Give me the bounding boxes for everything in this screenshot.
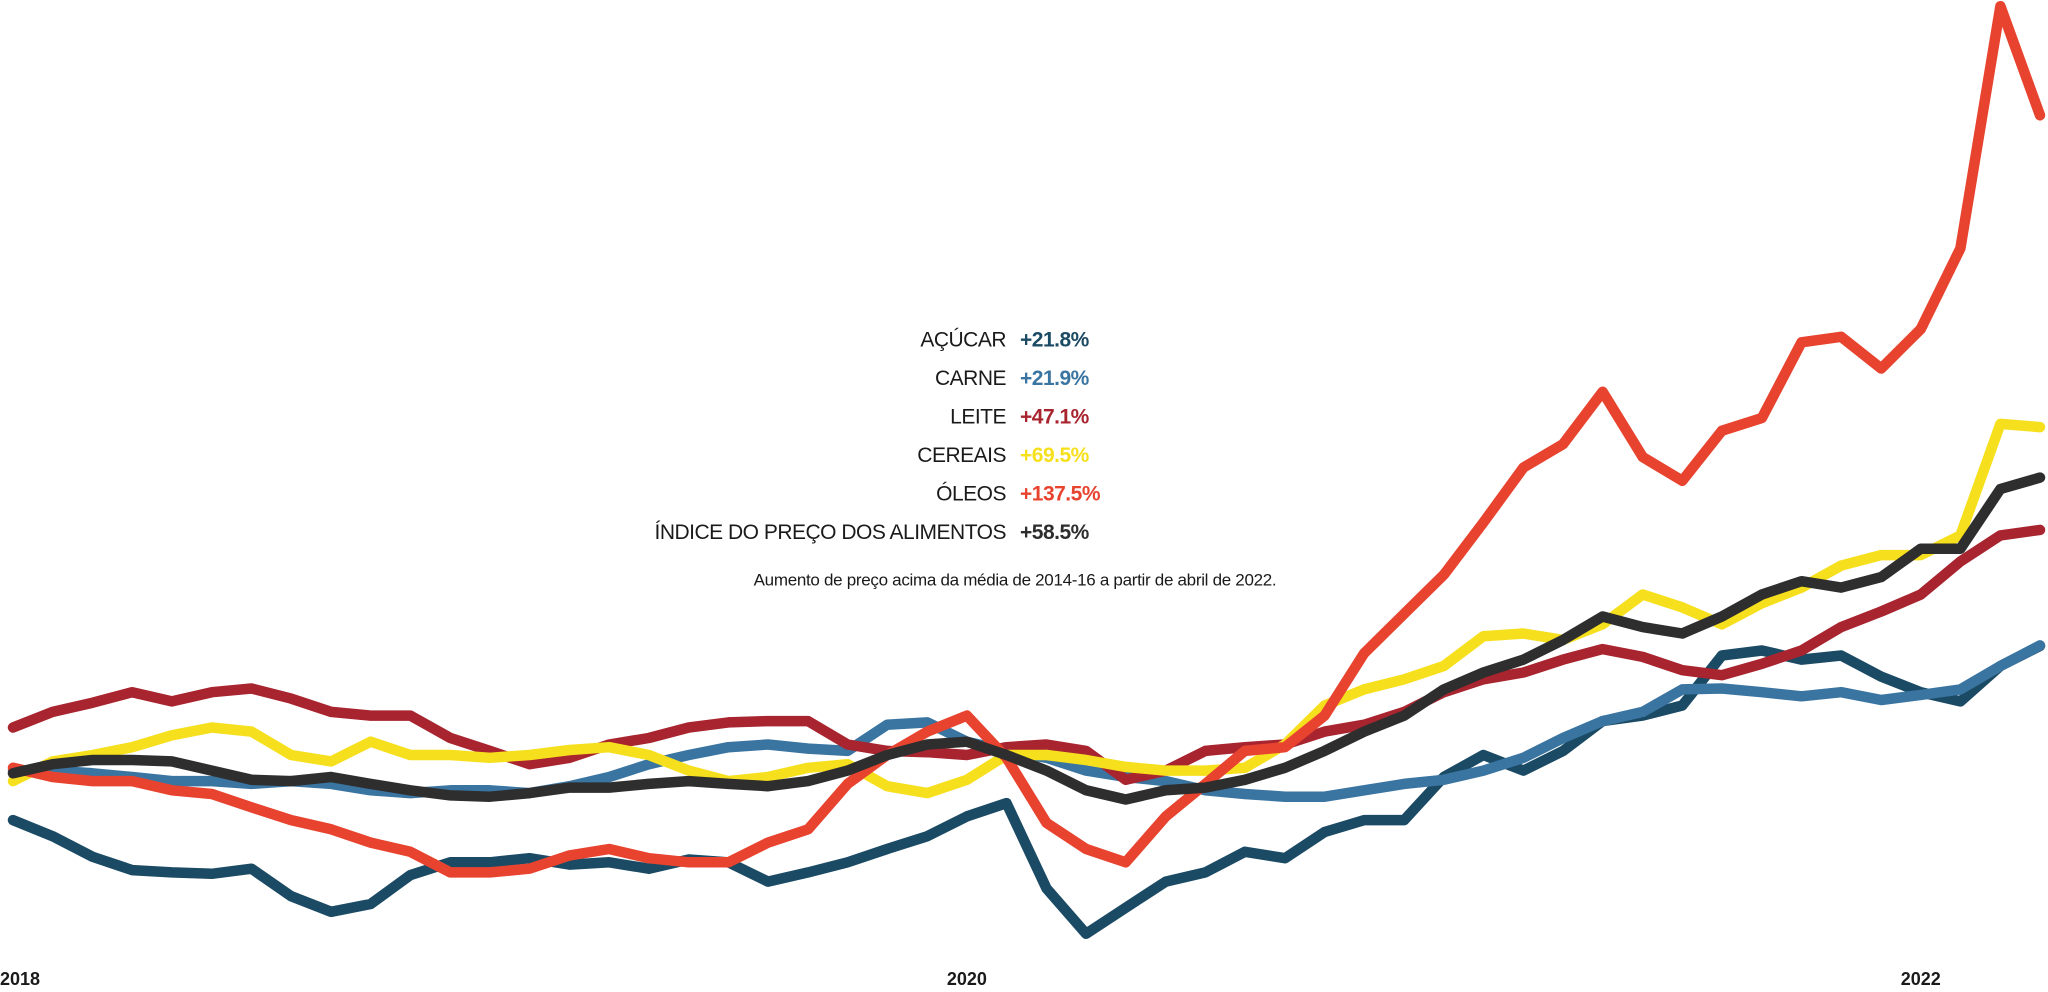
legend-value: +137.5% (1020, 483, 1101, 506)
x-tick-label: 2020 (947, 969, 987, 989)
legend-value: +47.1% (1020, 406, 1090, 429)
plot-area (7, 0, 2046, 940)
series-line (7, 524, 2046, 786)
legend-label: AÇÚCAR (920, 329, 1006, 352)
chart-subtitle: Aumento de preço acima da média de 2014-… (754, 570, 1277, 589)
legend-label: CEREAIS (917, 444, 1006, 467)
series-line (7, 0, 2046, 878)
x-axis: 2018 2020 2022 (0, 969, 1941, 989)
legend: AÇÚCAR +21.8% CARNE +21.9% LEITE +47.1% CEREAI… (654, 329, 1101, 545)
legend-label: LEITE (950, 406, 1006, 429)
x-tick-label: 2022 (1901, 969, 1941, 989)
legend-value: +58.5% (1020, 521, 1090, 544)
legend-label: CARNE (935, 367, 1007, 390)
legend-value: +21.9% (1020, 367, 1090, 390)
series-line (7, 640, 2046, 940)
series-line (7, 418, 2046, 799)
legend-value: +21.8% (1020, 329, 1090, 352)
series-line (7, 472, 2046, 805)
x-tick-label: 2018 (0, 969, 40, 989)
legend-value: +69.5% (1020, 444, 1090, 467)
legend-label: ÓLEOS (936, 483, 1006, 506)
legend-label: ÍNDICE DO PREÇO DOS ALIMENTOS (654, 521, 1006, 544)
